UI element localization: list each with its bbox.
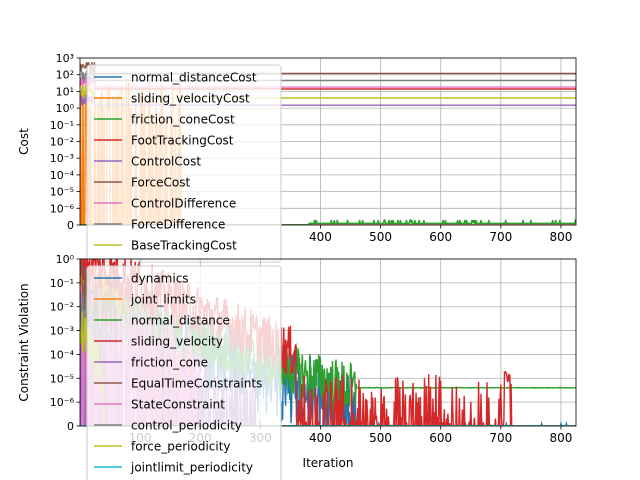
legend-label: ControlDifference (131, 197, 236, 211)
y-tick-label: 0 (67, 219, 74, 232)
y-tick-label: 10³ (56, 52, 74, 65)
legend-label: EqualTimeConstraints (131, 377, 262, 391)
x-tick-label: 700 (489, 431, 512, 445)
y-tick-label: 10⁻³ (50, 152, 74, 165)
constraint-legend: dynamics joint_limits normal_distanceslidi… (86, 265, 282, 480)
x-tick-label: 400 (309, 431, 332, 445)
y-tick-label: 10⁰ (56, 253, 75, 266)
x-tick-label: 600 (429, 230, 452, 244)
y-tick-label: 10⁻¹ (50, 119, 74, 132)
legend-label: jointlimit_periodicity (130, 461, 253, 475)
cost-y-label: Cost (17, 128, 31, 155)
cost-legend: normal_distanceCost sliding_velocityCostf… (86, 64, 282, 263)
y-tick-label: 10⁻² (50, 301, 74, 314)
legend-label: ForceCost (131, 176, 190, 190)
legend-label: friction_coneCost (131, 113, 235, 127)
legend-label: ControlCost (131, 155, 201, 169)
y-tick-label: 10⁻⁶ (50, 396, 75, 409)
cost-subplot: 400 500 600 700 800 0 10⁻⁶ 10⁻⁵ 10⁻⁴ 10⁻³ 10⁻² 10⁻… (17, 52, 577, 263)
y-tick-label: 0 (67, 420, 74, 433)
x-tick-label: 700 (489, 230, 512, 244)
x-tick-label: 400 (309, 230, 332, 244)
legend-box (86, 265, 282, 480)
legend-label: BaseTrackingCost (131, 239, 237, 253)
y-tick-label: 10⁻⁴ (50, 348, 75, 361)
series-line (80, 219, 576, 225)
y-tick-label: 10⁻⁵ (50, 372, 74, 385)
y-tick-label: 10² (56, 69, 74, 82)
legend-label: sliding_velocityCost (131, 92, 250, 106)
legend-label: force_periodicity (131, 440, 231, 454)
constraint-subplot: 100200300400500600700800 010⁻⁶10⁻⁵10⁻⁴10… (17, 253, 577, 480)
constraint-x-label: Iteration (303, 456, 354, 470)
y-tick-label: 10⁻⁵ (50, 186, 74, 199)
legend-label: friction_cone (131, 356, 208, 370)
legend-label: control_periodicity (131, 419, 242, 433)
legend-box (86, 64, 282, 263)
legend-label: ForceDifference (131, 218, 225, 232)
y-tick-label: 10⁻¹ (50, 277, 74, 290)
cost-x-ticks: 400 500 600 700 800 (309, 225, 572, 244)
x-tick-label: 500 (369, 230, 392, 244)
x-tick-label: 800 (550, 431, 573, 445)
legend-label: normal_distanceCost (131, 71, 257, 85)
constraint-y-label: Constraint Violation (17, 283, 31, 401)
legend-label: FootTrackingCost (131, 134, 234, 148)
x-tick-label: 800 (550, 230, 573, 244)
legend-label: joint_limits (130, 293, 196, 307)
constraint-y-ticks: 0 10⁻⁶ 10⁻⁵ 10⁻⁴ 10⁻³ 10⁻² 10⁻¹ 10⁰ (50, 253, 80, 433)
x-tick-label: 600 (429, 431, 452, 445)
legend-label: sliding_velocity (131, 335, 223, 349)
y-tick-label: 10⁻³ (50, 325, 74, 338)
constraint-axes-frame (79, 258, 577, 427)
y-tick-label: 10⁻⁶ (50, 202, 75, 215)
x-tick-label: 500 (369, 431, 392, 445)
y-tick-label: 10⁰ (56, 102, 75, 115)
y-tick-label: 10¹ (56, 85, 74, 98)
cost-y-ticks: 0 10⁻⁶ 10⁻⁵ 10⁻⁴ 10⁻³ 10⁻² 10⁻¹ 10⁰ 10¹ 10² 10³ (50, 52, 80, 232)
y-tick-label: 10⁻² (50, 136, 74, 149)
y-tick-label: 10⁻⁴ (50, 169, 75, 182)
legend-label: normal_distance (131, 314, 230, 328)
legend-label: StateConstraint (131, 398, 225, 412)
legend-label: dynamics (131, 272, 189, 286)
